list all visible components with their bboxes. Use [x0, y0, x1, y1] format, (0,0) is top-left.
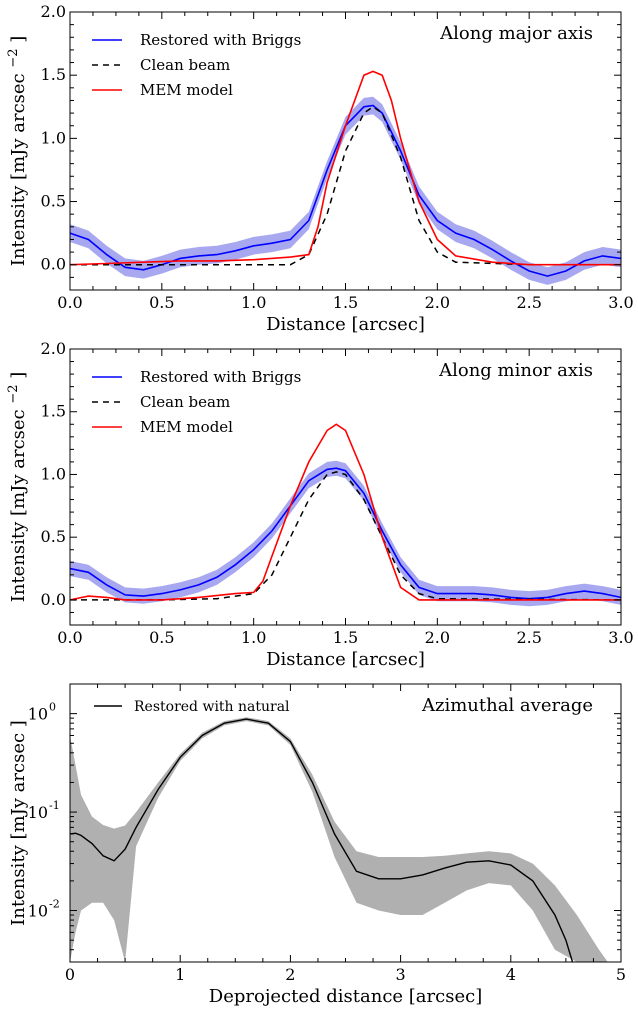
panel-title: Azimuthal average [421, 695, 593, 716]
y-tick-label: 1.0 [41, 464, 66, 483]
uncertainty-band [70, 96, 621, 285]
legend-label: Clean beam [140, 56, 230, 74]
y-tick-label: 0.0 [41, 255, 66, 274]
x-tick-label: 2.0 [425, 293, 450, 312]
legend-label: MEM model [140, 418, 233, 436]
plot-frame [69, 348, 622, 626]
y-tick-label: 1.5 [41, 402, 66, 421]
uncertainty-band [70, 717, 608, 962]
plot-area [70, 717, 608, 962]
x-tick-label: 3.0 [608, 293, 633, 312]
y-tick-label: 0.5 [41, 527, 66, 546]
panel-title: Along major axis [439, 23, 593, 44]
x-tick-label: 0.0 [57, 293, 82, 312]
y-axis-label: Intensity [mJy arcsec ] [8, 720, 29, 926]
series-line-1 [70, 467, 621, 600]
series-line-3 [70, 423, 621, 601]
plot-frame [69, 11, 622, 291]
x-tick-label: 0.0 [57, 628, 82, 647]
legend-label: Clean beam [140, 393, 230, 411]
x-axis-label: Deprojected distance [arcsec] [209, 986, 482, 1007]
x-axis-label: Distance [arcsec] [266, 314, 425, 335]
x-tick-label: 3 [396, 965, 406, 984]
series-line-3 [70, 70, 621, 266]
x-tick-label: 0.5 [149, 628, 174, 647]
y-tick-label: 10 [28, 803, 48, 822]
legend: Restored with Briggs Clean beam MEM model [92, 368, 301, 436]
x-tick-label: 1.5 [333, 293, 358, 312]
chart-panel-1: 0.0 0.5 1.0 1.5 2.0 2.5 3.00.00.51.01.52.0Dist… [6, 2, 634, 335]
x-tick-label: 0.5 [149, 293, 174, 312]
x-axis-label: Distance [arcsec] [266, 649, 425, 670]
panel-title: Along minor axis [438, 360, 593, 381]
legend-label: Restored with natural [134, 699, 290, 715]
y-tick-label: 10 [28, 902, 48, 921]
legend: Restored with natural [94, 699, 290, 715]
uncertainty-band [70, 460, 621, 607]
y-axis-label: Intensity [mJy arcsec −2 ] [6, 36, 29, 267]
plot-area [70, 423, 621, 607]
plot-area [70, 70, 621, 285]
x-tick-label: 4 [506, 965, 516, 984]
y-tick-label: 0.5 [41, 192, 66, 211]
y-tick-exponent: 0 [49, 701, 56, 714]
y-tick-label: 0.0 [41, 590, 66, 609]
y-tick-label: 2.0 [41, 2, 66, 21]
x-tick-label: 3.0 [608, 628, 633, 647]
legend-label: Restored with Briggs [140, 368, 301, 386]
x-tick-label: 0 [65, 965, 75, 984]
x-tick-label: 2.5 [516, 628, 541, 647]
series-line-2 [70, 471, 621, 601]
x-tick-label: 2 [285, 965, 295, 984]
x-tick-label: 1.5 [333, 628, 358, 647]
x-tick-label: 1.0 [241, 628, 266, 647]
y-tick-exponent: -1 [49, 799, 60, 812]
legend-label: Restored with Briggs [140, 31, 301, 49]
chart-panel-2: 0.0 0.5 1.0 1.5 2.0 2.5 3.00.00.51.01.52.0Dist… [6, 339, 634, 670]
y-tick-label: 1.5 [41, 65, 66, 84]
x-tick-label: 1.0 [241, 293, 266, 312]
y-tick-label: 10 [28, 705, 48, 724]
y-tick-label: 1.0 [41, 128, 66, 147]
series-line-1 [70, 718, 574, 962]
y-tick-exponent: -2 [49, 898, 60, 911]
series-line-1 [70, 104, 621, 277]
y-axis-label: Intensity [mJy arcsec −2 ] [6, 372, 29, 603]
legend: Restored with Briggs Clean beam MEM model [92, 31, 301, 99]
y-tick-label: 2.0 [41, 339, 66, 358]
series-line-2 [70, 105, 621, 266]
x-tick-label: 2.0 [425, 628, 450, 647]
x-tick-label: 5 [616, 965, 626, 984]
x-tick-label: 1 [175, 965, 185, 984]
legend-label: MEM model [140, 81, 233, 99]
x-tick-label: 2.5 [516, 293, 541, 312]
